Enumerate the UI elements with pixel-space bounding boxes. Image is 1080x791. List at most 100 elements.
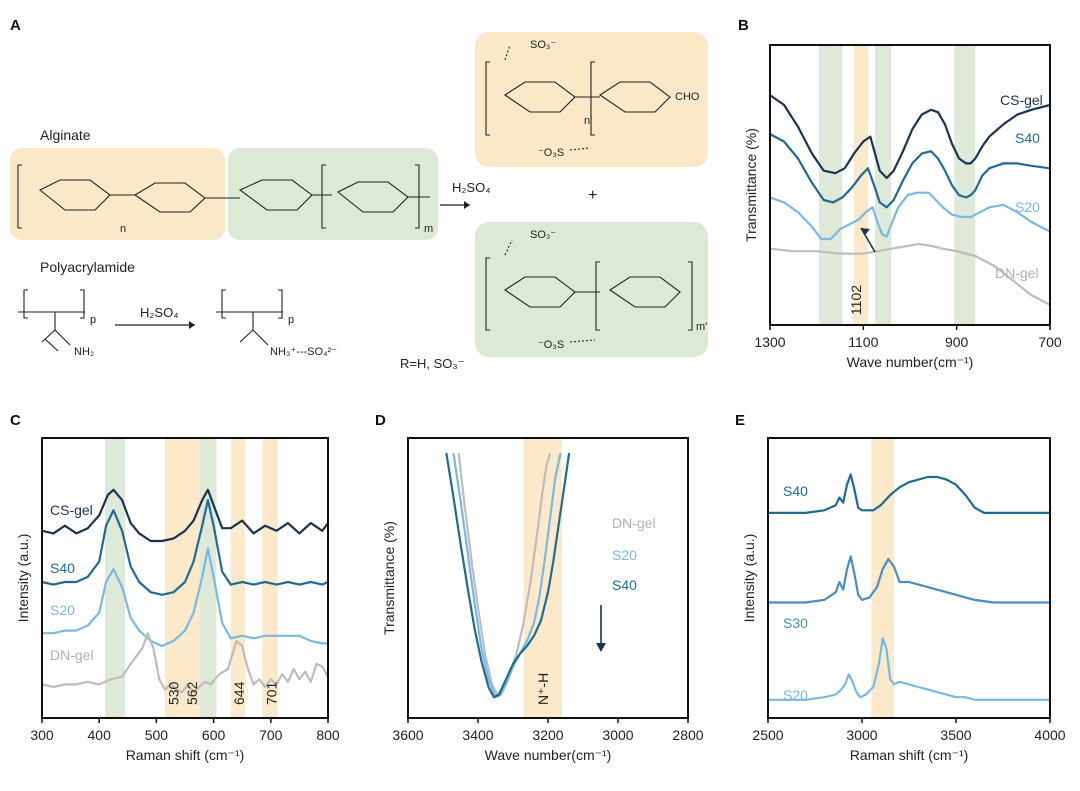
- chart-e-ylabel: Intensity (a.u.): [741, 534, 757, 623]
- chart-b-arrowhead: [861, 228, 870, 235]
- alginate-g-block-bg: [228, 148, 438, 240]
- pam-sub-p: p: [90, 314, 96, 326]
- reaction-arrowhead-pam: [189, 321, 195, 329]
- chart-b-series-s20: [768, 191, 1052, 241]
- chart-d-label-s40: S40: [612, 577, 637, 593]
- reaction-arrowhead-alginate: [464, 201, 470, 209]
- panel-c-label: C: [10, 412, 21, 429]
- chart-c-series-dn-gel: [40, 632, 330, 694]
- chart-c-label-s20: S20: [50, 602, 75, 618]
- chart-d-xtick-label: 3200: [532, 727, 563, 743]
- chart-c-band-label-701: 701: [263, 681, 279, 705]
- alginate-sub-n: n: [120, 223, 126, 235]
- chart-d-band-label: N⁺-H: [535, 673, 551, 705]
- pam-sub-p2: p: [288, 314, 294, 326]
- product-top-sub-n: n': [584, 115, 592, 127]
- chart-e-series-s40: [766, 473, 1052, 514]
- chart-c-xtick-label: 800: [316, 727, 340, 743]
- panel-e-label: E: [735, 412, 745, 429]
- chart-e-frame: [767, 437, 1051, 719]
- polyacrylamide-title: Polyacrylamide: [40, 259, 135, 275]
- product-bottom-structure: [485, 239, 693, 343]
- chart-b-label-dn-gel: DN-gel: [995, 265, 1039, 281]
- chart-b-band-label-1102: 1102: [848, 285, 864, 315]
- chart-b-ylabel: Transmittance (%): [743, 128, 759, 242]
- chart-b-band-3: [954, 45, 976, 325]
- chart-c-band-1: [164, 438, 200, 718]
- chart-d-label-s20: S20: [612, 547, 637, 563]
- chart-b-label-cs-gel: CS-gel: [1000, 92, 1043, 108]
- chart-d-xtick-label: 3000: [602, 727, 633, 743]
- chart-c: CS-gel S40 S20 DN-gel 300 400 500 600 700 800 Rama…: [15, 437, 340, 763]
- chart-e-xtick-label: 2500: [752, 727, 783, 743]
- chart-c-band-3: [230, 438, 246, 718]
- panel-b-label: B: [738, 17, 749, 34]
- chart-c-band-4: [262, 438, 278, 718]
- panel-a: A Alginate Polyacrylamide n m H₂SO₄ +: [10, 17, 708, 371]
- chart-e-label-s40: S40: [783, 483, 808, 499]
- reagent-bottom: H₂SO₄: [140, 305, 179, 320]
- chart-c-band-0: [104, 438, 125, 718]
- chart-e: S40 S30 S20 2500 3000 3500 4000 Raman shift (cm…: [741, 437, 1066, 763]
- panel-a-label: A: [10, 17, 21, 34]
- polyacrylamide-structure: [18, 289, 283, 352]
- chart-e-series-s20: [766, 637, 1052, 701]
- product-bottom-o3s: ⁻O₃S: [538, 339, 564, 351]
- chart-c-label-dn-gel: DN-gel: [50, 647, 94, 663]
- chart-b-xlabel: Wave number(cm⁻¹): [847, 354, 974, 370]
- product-top-structure: [485, 44, 671, 151]
- product-top-cho: CHO: [675, 91, 700, 103]
- chart-c-xtick-label: 400: [88, 727, 112, 743]
- chart-d-xlabel: Wave number(cm⁻¹): [485, 747, 612, 763]
- chart-c-xtick-label: 300: [30, 727, 54, 743]
- chart-b-xtick-label: 700: [1038, 334, 1062, 350]
- chart-e-xtick-label: 4000: [1034, 727, 1065, 743]
- chart-d-xtick-label: 3400: [462, 727, 493, 743]
- chart-b-xtick-label: 1300: [754, 334, 785, 350]
- chart-d-down-arrowhead: [596, 643, 606, 652]
- chart-b-band-2: [875, 45, 892, 325]
- chart-e-xtick-label: 3500: [940, 727, 971, 743]
- chart-c-band-label-644: 644: [231, 681, 247, 705]
- chart-c-xtick-label: 700: [259, 727, 283, 743]
- chart-c-label-s40: S40: [50, 560, 75, 576]
- chart-c-band-2: [199, 438, 217, 718]
- chart-d-series-s40: [445, 452, 571, 699]
- chart-b-xtick-label: 1100: [848, 334, 878, 350]
- product-top-o3s: ⁻O₃S: [538, 147, 564, 159]
- chart-b-series-cs-gel: [768, 94, 1052, 180]
- alginate-title: Alginate: [40, 127, 91, 143]
- chart-e-xlabel: Raman shift (cm⁻¹): [850, 747, 969, 763]
- chart-d-series-s20: [452, 452, 562, 699]
- chart-c-ylabel: Intensity (a.u.): [15, 534, 31, 623]
- alginate-sub-m: m: [424, 223, 433, 235]
- plus-sign: +: [588, 187, 597, 204]
- chart-b-frame: [769, 44, 1051, 326]
- product-bottom-bg: [475, 222, 708, 357]
- chart-b-band-1: [854, 45, 868, 325]
- pam-nh3-so4: NH₃⁺---SO₄²⁻: [270, 346, 337, 358]
- chart-c-series-s40: [40, 499, 330, 596]
- chart-c-xlabel: Raman shift (cm⁻¹): [126, 747, 245, 763]
- chart-b-series-s40: [768, 133, 1052, 209]
- chart-b: CS-gel S40 S20 DN-gel 1300 1100 900 700 Wave num…: [743, 44, 1062, 370]
- chart-c-xtick-label: 500: [145, 727, 169, 743]
- product-bottom-so3: SO₃⁻: [530, 229, 556, 241]
- reagent-top: H₂SO₄: [452, 180, 491, 195]
- chart-b-band-0: [819, 45, 843, 325]
- chart-c-xtick-label: 600: [202, 727, 226, 743]
- chart-d-ylabel: Transmittance (%): [381, 521, 397, 635]
- chart-b-label-s40: S40: [1015, 130, 1040, 146]
- panel-d-label: D: [375, 412, 386, 429]
- product-top-so3: SO₃⁻: [530, 39, 556, 51]
- chart-e-label-s20: S20: [783, 687, 808, 703]
- chart-c-band-label-530: 530: [166, 681, 182, 705]
- chart-d: DN-gel S20 S40 3600 3400 3200 3000 2800 Wave num…: [381, 437, 704, 763]
- chart-b-series-dn-gel: [768, 242, 1052, 306]
- chart-c-series-cs-gel: [40, 488, 330, 543]
- chart-c-band-label-562: 562: [184, 681, 200, 705]
- chart-c-label-cs-gel: CS-gel: [50, 502, 93, 518]
- chart-d-xtick-label: 3600: [392, 727, 423, 743]
- pam-nh2: NH₂: [74, 346, 94, 358]
